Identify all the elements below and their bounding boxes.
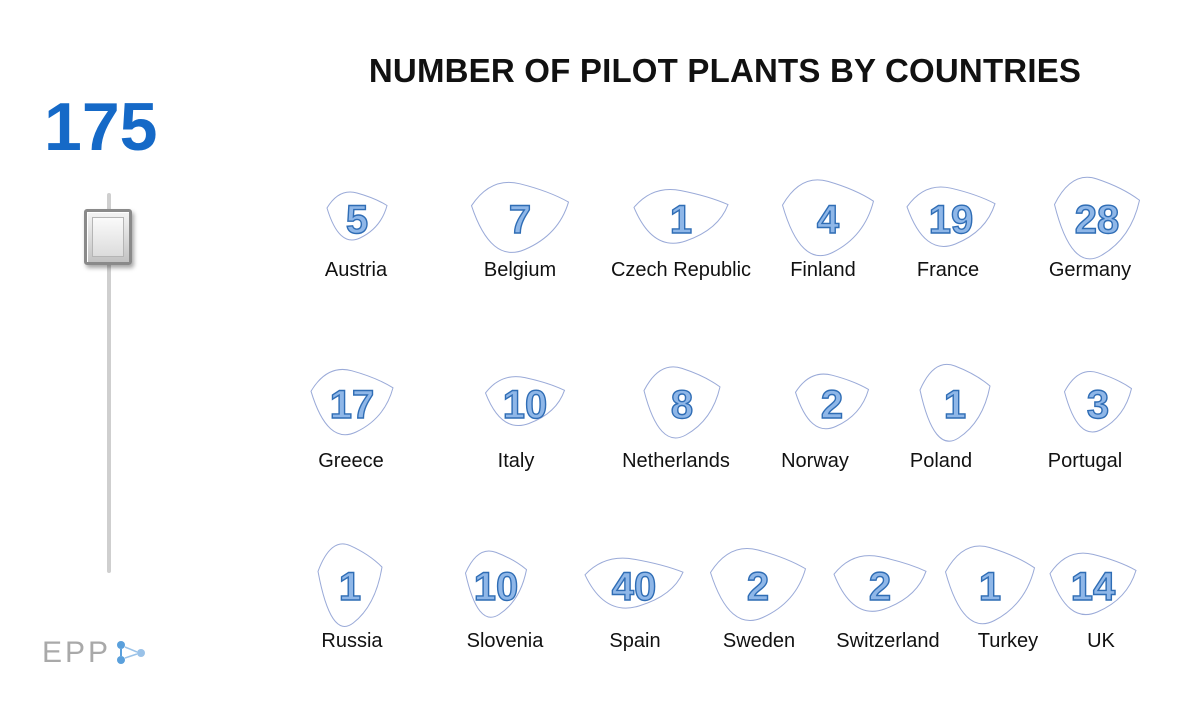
france-map-outline: [906, 186, 996, 247]
france-label: France: [917, 259, 979, 281]
czech-republic-label: Czech Republic: [611, 259, 751, 281]
austria-map-outline: [326, 191, 388, 241]
greece-value: 17: [330, 383, 375, 427]
austria-label: Austria: [325, 259, 388, 281]
finland-value: 4: [817, 198, 840, 242]
belgium-value: 7: [509, 198, 531, 242]
russia-map-outline: [317, 543, 383, 627]
finland-map-outline: [781, 179, 875, 257]
belgium-label: Belgium: [484, 259, 556, 281]
uk-value: 14: [1071, 565, 1116, 609]
slovenia-map-outline: [464, 550, 528, 618]
sweden-value: 2: [747, 565, 769, 609]
greece-label: Greece: [318, 450, 384, 472]
uk-label: UK: [1087, 630, 1115, 652]
uk-map-outline: [1049, 552, 1137, 616]
poland-label: Poland: [910, 450, 972, 472]
epp-logo-icon: [117, 641, 146, 664]
logo-text: EPP: [42, 636, 112, 669]
finland-label: Finland: [790, 259, 856, 281]
total-count: 175: [44, 89, 158, 165]
italy-label: Italy: [498, 450, 535, 472]
norway-label: Norway: [781, 450, 849, 472]
norway-map-outline: [794, 373, 870, 430]
netherlands-label: Netherlands: [622, 450, 730, 472]
sweden-map-outline: [709, 548, 807, 621]
greece-map-outline: [310, 369, 394, 436]
austria-value: 5: [346, 198, 368, 242]
switzerland-map-outline: [833, 555, 927, 612]
czech-republic-value: 1: [670, 198, 692, 242]
switzerland-label: Switzerland: [836, 630, 939, 652]
slovenia-label: Slovenia: [467, 630, 545, 652]
turkey-label: Turkey: [978, 630, 1038, 652]
portugal-label: Portugal: [1048, 450, 1123, 472]
spain-label: Spain: [609, 630, 660, 652]
turkey-map-outline: [944, 545, 1036, 625]
spain-map-outline: [584, 557, 684, 609]
spain-value: 40: [612, 565, 657, 609]
slovenia-value: 10: [474, 565, 519, 609]
epp-logo: EPP: [42, 636, 153, 670]
germany-value: 28: [1075, 198, 1120, 242]
germany-label: Germany: [1049, 259, 1131, 281]
slider-track[interactable]: [107, 193, 111, 573]
belgium-map-outline: [470, 181, 570, 253]
poland-map-outline: [919, 364, 991, 442]
czech-republic-map-outline: [633, 189, 729, 244]
netherlands-map-outline: [643, 366, 721, 439]
russia-value: 1: [339, 565, 361, 609]
portugal-value: 3: [1087, 383, 1109, 427]
chart-title: NUMBER OF PILOT PLANTS BY COUNTRIES: [368, 52, 1082, 89]
norway-value: 2: [821, 383, 843, 427]
italy-map-outline: [484, 376, 566, 427]
russia-label: Russia: [321, 630, 383, 652]
slider-thumb[interactable]: [84, 209, 132, 265]
france-value: 19: [929, 198, 974, 242]
turkey-value: 1: [979, 565, 1001, 609]
switzerland-value: 2: [869, 565, 891, 609]
netherlands-value: 8: [671, 383, 693, 427]
germany-map-outline: [1053, 176, 1141, 260]
italy-value: 10: [503, 383, 548, 427]
sweden-label: Sweden: [723, 630, 795, 652]
poland-value: 1: [944, 383, 966, 427]
portugal-map-outline: [1063, 371, 1133, 433]
